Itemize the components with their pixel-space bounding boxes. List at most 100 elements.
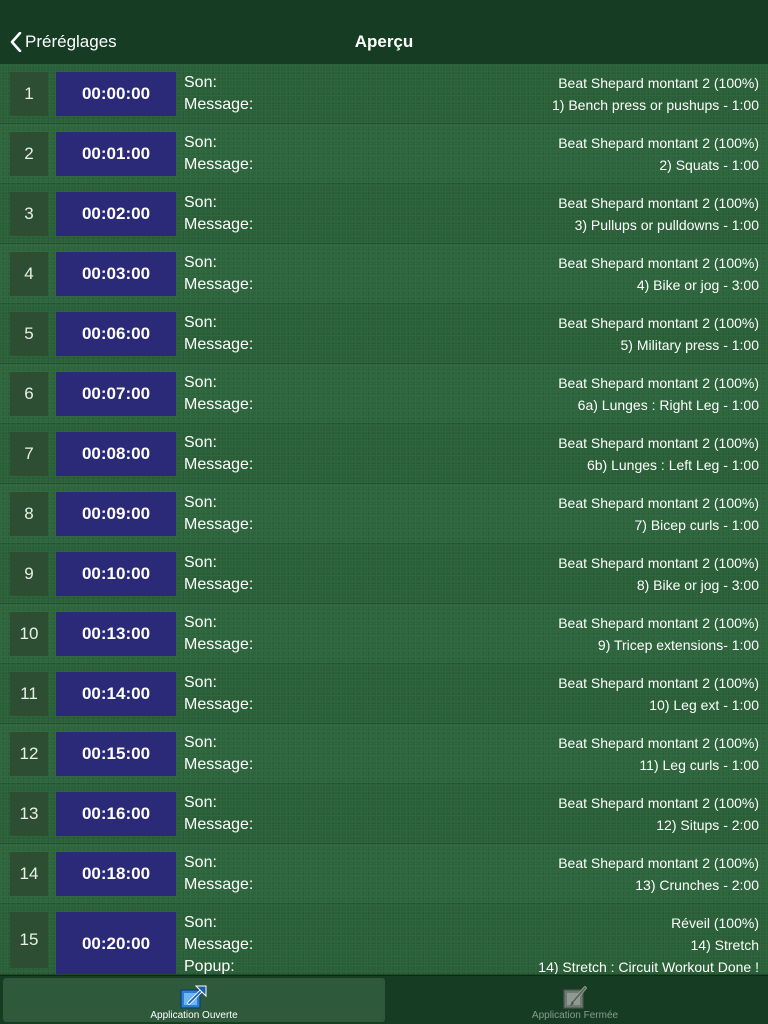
tab-bar: Application Ouverte Application Fermée <box>0 975 768 1024</box>
closed-app-icon <box>563 986 587 1009</box>
row-time[interactable]: 00:10:00 <box>56 552 176 596</box>
sound-value: Beat Shepard montant 2 (100%) <box>558 435 759 451</box>
tab-application-closed[interactable]: Application Fermée <box>384 978 766 1022</box>
message-value: 10) Leg ext - 1:00 <box>649 697 759 713</box>
row-time[interactable]: 00:13:00 <box>56 612 176 656</box>
message-value: 12) Situps - 2:00 <box>656 817 759 833</box>
row-time[interactable]: 00:07:00 <box>56 372 176 416</box>
navigation-bar: Préréglages Aperçu <box>0 0 768 64</box>
row-number: 9 <box>10 552 48 596</box>
schedule-row[interactable]: 13 00:16:00 Son: Beat Shepard montant 2 (10… <box>0 784 768 844</box>
schedule-row[interactable]: 4 00:03:00 Son: Beat Shepard montant 2 (100… <box>0 244 768 304</box>
sound-label: Son: <box>184 74 217 91</box>
popup-value: 14) Stretch : Circuit Workout Done ! <box>538 959 759 974</box>
schedule-row[interactable]: 1 00:00:00 Son: Beat Shepard montant 2 (100… <box>0 64 768 124</box>
schedule-row[interactable]: 10 00:13:00 Son: Beat Shepard montant 2 (10… <box>0 604 768 664</box>
message-label: Message: <box>184 96 254 113</box>
row-time[interactable]: 00:03:00 <box>56 252 176 296</box>
schedule-row[interactable]: 15 00:20:00 Son: Réveil (100%) Message: 14) S… <box>0 904 768 974</box>
row-number: 4 <box>10 252 48 296</box>
message-value: 3) Pullups or pulldowns - 1:00 <box>574 217 759 233</box>
message-label: Message: <box>184 216 254 233</box>
schedule-row[interactable]: 3 00:02:00 Son: Beat Shepard montant 2 (100… <box>0 184 768 244</box>
schedule-row[interactable]: 8 00:09:00 Son: Beat Shepard montant 2 (100… <box>0 484 768 544</box>
schedule-row[interactable]: 14 00:18:00 Son: Beat Shepard montant 2 (10… <box>0 844 768 904</box>
sound-value: Beat Shepard montant 2 (100%) <box>558 855 759 871</box>
sound-label: Son: <box>184 734 217 751</box>
message-value: 13) Crunches - 2:00 <box>635 877 759 893</box>
row-number: 2 <box>10 132 48 176</box>
schedule-row[interactable]: 6 00:07:00 Son: Beat Shepard montant 2 (100… <box>0 364 768 424</box>
sound-label: Son: <box>184 914 217 931</box>
message-label: Message: <box>184 576 254 593</box>
message-value: 1) Bench press or pushups - 1:00 <box>551 97 759 113</box>
row-time[interactable]: 00:09:00 <box>56 492 176 536</box>
message-label: Message: <box>184 336 254 353</box>
sound-value: Beat Shepard montant 2 (100%) <box>558 135 759 151</box>
message-label: Message: <box>184 876 254 893</box>
row-time[interactable]: 00:14:00 <box>56 672 176 716</box>
message-value: 5) Military press - 1:00 <box>620 337 759 353</box>
message-value: 4) Bike or jog - 3:00 <box>636 277 759 293</box>
tab-application-closed-label: Application Fermée <box>531 1010 619 1021</box>
sound-value: Beat Shepard montant 2 (100%) <box>558 375 759 391</box>
sound-value: Beat Shepard montant 2 (100%) <box>558 555 759 571</box>
message-label: Message: <box>184 756 254 773</box>
tab-application-open[interactable]: Application Ouverte <box>3 978 385 1022</box>
row-time[interactable]: 00:08:00 <box>56 432 176 476</box>
sound-label: Son: <box>184 434 217 451</box>
back-button-label: Préréglages <box>25 32 117 51</box>
row-time[interactable]: 00:01:00 <box>56 132 176 176</box>
message-label: Message: <box>184 156 254 173</box>
row-time[interactable]: 00:16:00 <box>56 792 176 836</box>
sound-value: Beat Shepard montant 2 (100%) <box>558 735 759 751</box>
sound-label: Son: <box>184 254 217 271</box>
schedule-row[interactable]: 7 00:08:00 Son: Beat Shepard montant 2 (100… <box>0 424 768 484</box>
row-number: 13 <box>10 792 48 836</box>
sound-label: Son: <box>184 794 217 811</box>
sound-label: Son: <box>184 134 217 151</box>
row-time[interactable]: 00:06:00 <box>56 312 176 356</box>
back-button[interactable]: Préréglages <box>10 30 117 54</box>
sound-label: Son: <box>184 854 217 871</box>
row-time[interactable]: 00:20:00 <box>56 912 176 974</box>
row-time[interactable]: 00:15:00 <box>56 732 176 776</box>
schedule-row[interactable]: 11 00:14:00 Son: Beat Shepard montant 2 (10… <box>0 664 768 724</box>
tab-application-open-label: Application Ouverte <box>150 1010 238 1021</box>
sound-label: Son: <box>184 194 217 211</box>
sound-label: Son: <box>184 494 217 511</box>
sound-value: Beat Shepard montant 2 (100%) <box>558 615 759 631</box>
sound-value: Réveil (100%) <box>671 915 759 931</box>
row-number: 6 <box>10 372 48 416</box>
sound-value: Beat Shepard montant 2 (100%) <box>558 315 759 331</box>
sound-label: Son: <box>184 554 217 571</box>
message-label: Message: <box>184 696 254 713</box>
row-time[interactable]: 00:00:00 <box>56 72 176 116</box>
row-time[interactable]: 00:18:00 <box>56 852 176 896</box>
message-value: 8) Bike or jog - 3:00 <box>636 577 759 593</box>
row-number: 14 <box>10 852 48 896</box>
message-label: Message: <box>184 276 254 293</box>
message-label: Message: <box>184 516 254 533</box>
schedule-row[interactable]: 5 00:06:00 Son: Beat Shepard montant 2 (100… <box>0 304 768 364</box>
message-value: 7) Bicep curls - 1:00 <box>634 517 760 533</box>
message-value: 11) Leg curls - 1:00 <box>639 757 759 773</box>
row-number: 11 <box>10 672 48 716</box>
schedule-row[interactable]: 2 00:01:00 Son: Beat Shepard montant 2 (100… <box>0 124 768 184</box>
sound-value: Beat Shepard montant 2 (100%) <box>558 195 759 211</box>
sound-value: Beat Shepard montant 2 (100%) <box>558 75 759 91</box>
row-number: 10 <box>10 612 48 656</box>
message-value: 6b) Lunges : Left Leg - 1:00 <box>586 457 759 473</box>
row-time[interactable]: 00:02:00 <box>56 192 176 236</box>
sound-value: Beat Shepard montant 2 (100%) <box>558 495 759 511</box>
schedule-row[interactable]: 12 00:15:00 Son: Beat Shepard montant 2 (10… <box>0 724 768 784</box>
schedule-row[interactable]: 9 00:10:00 Son: Beat Shepard montant 2 (100… <box>0 544 768 604</box>
schedule-list[interactable]: 1 00:00:00 Son: Beat Shepard montant 2 (100… <box>0 64 768 974</box>
page-title: Aperçu <box>354 32 414 51</box>
sound-label: Son: <box>184 374 217 391</box>
message-value: 14) Stretch <box>690 937 759 953</box>
message-label: Message: <box>184 396 254 413</box>
popup-label: Popup: <box>184 958 235 974</box>
row-number: 5 <box>10 312 48 356</box>
row-number: 7 <box>10 432 48 476</box>
